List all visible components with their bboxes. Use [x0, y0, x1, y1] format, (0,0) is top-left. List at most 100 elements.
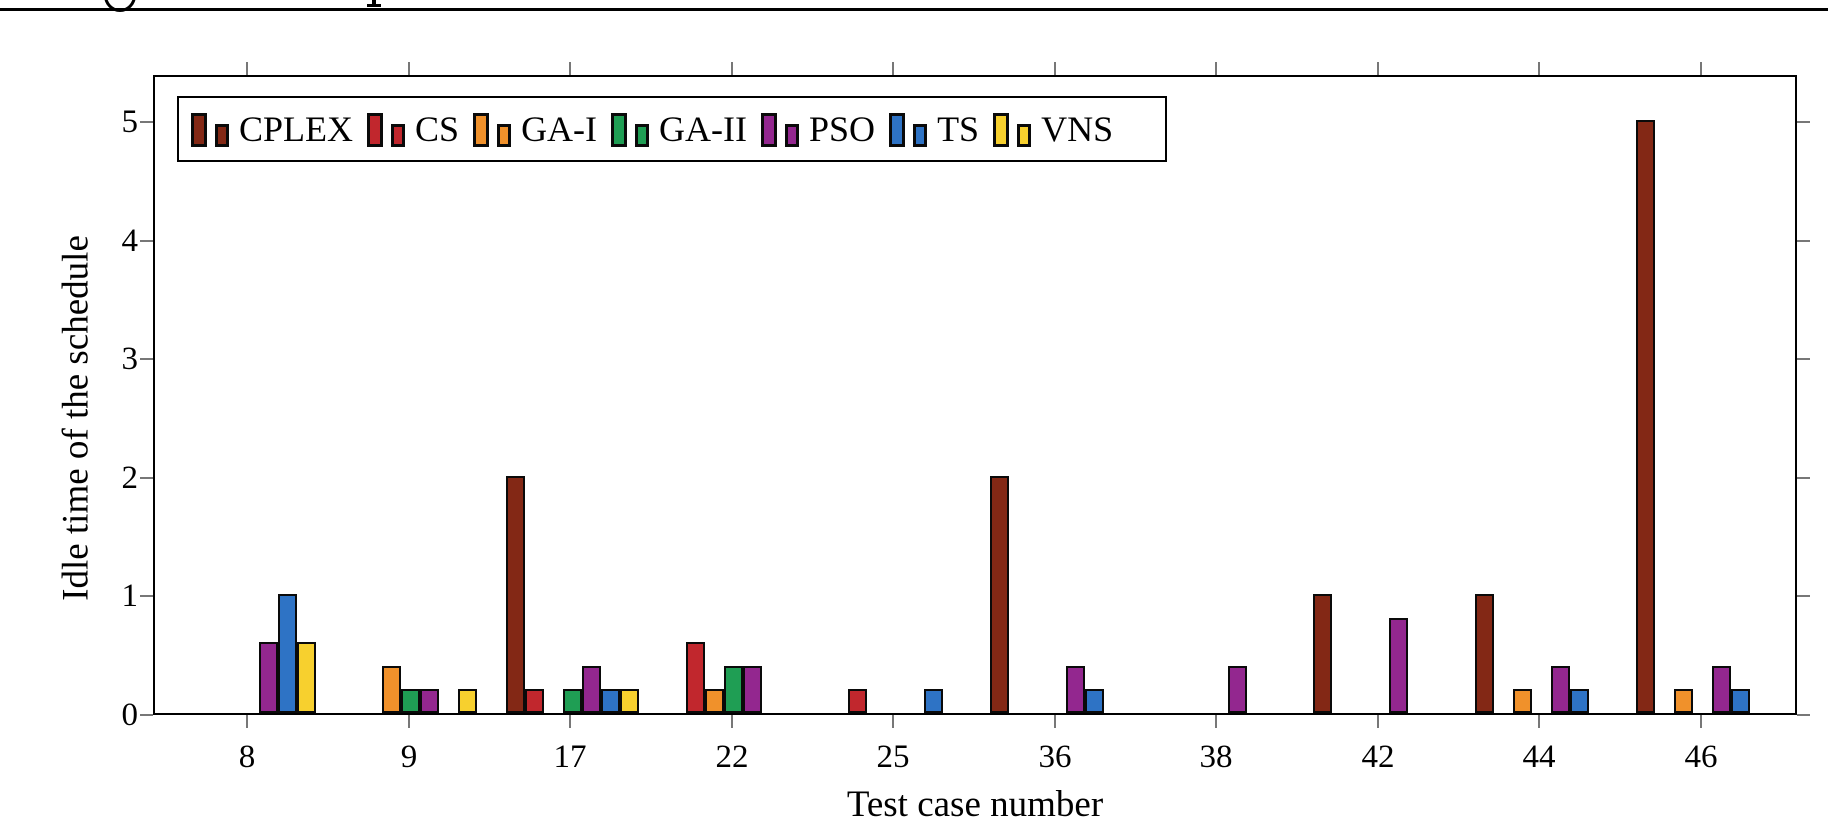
x-tick-label-9: 9	[400, 739, 418, 775]
y-tick-label-2: 2	[121, 460, 139, 496]
legend-label-CS: CS	[415, 109, 460, 149]
legend-item-PSO: PSO	[761, 111, 875, 147]
x-tick-top-36	[1054, 62, 1056, 75]
bar-CS-22	[686, 642, 705, 713]
x-tick-bottom-46	[1700, 715, 1702, 728]
legend-bar-icon	[391, 124, 406, 147]
x-tick-bottom-22	[731, 715, 733, 728]
bar-PSO-44	[1551, 666, 1570, 713]
legend-bar-icon	[761, 113, 778, 147]
legend-bar-icon	[1017, 124, 1032, 147]
x-tick-label-44: 44	[1522, 739, 1556, 775]
bar-PSO-38	[1228, 666, 1247, 713]
bar-CPLEX-17	[506, 476, 525, 713]
legend-swatch-GA-II	[611, 113, 650, 147]
x-tick-top-25	[892, 62, 894, 75]
x-axis-label: Test case number	[846, 784, 1104, 825]
legend-label-TS: TS	[937, 109, 980, 149]
bar-TS-46	[1731, 689, 1750, 713]
x-tick-bottom-36	[1054, 715, 1056, 728]
legend-label-VNS: VNS	[1041, 109, 1114, 149]
legend-bar-icon	[473, 113, 490, 147]
legend-label-PSO: PSO	[809, 109, 876, 149]
x-tick-bottom-25	[892, 715, 894, 728]
x-tick-bottom-8	[246, 715, 248, 728]
legend-label-CPLEX: CPLEX	[239, 109, 354, 149]
y-tick-right-4	[1797, 240, 1810, 242]
bar-CS-25	[848, 689, 867, 713]
legend-bar-icon	[497, 124, 512, 147]
x-tick-bottom-9	[408, 715, 410, 728]
legend-item-CPLEX: CPLEX	[191, 111, 353, 147]
bar-CPLEX-46	[1636, 120, 1655, 713]
bar-VNS-17	[620, 689, 639, 713]
x-tick-label-42: 42	[1361, 739, 1395, 775]
x-tick-top-44	[1538, 62, 1540, 75]
legend-bar-icon	[367, 113, 384, 147]
x-tick-label-22: 22	[715, 739, 749, 775]
legend-bar-icon	[611, 113, 628, 147]
legend-bar-icon	[913, 124, 928, 147]
bar-GA-I-46	[1674, 689, 1693, 713]
y-axis-label: Idle time of the schedule	[55, 235, 97, 601]
legend-swatch-CPLEX	[191, 113, 229, 147]
x-tick-top-9	[408, 62, 410, 75]
bar-CS-17	[525, 689, 544, 713]
y-tick-right-5	[1797, 121, 1810, 123]
y-tick-right-0	[1797, 714, 1810, 716]
bar-TS-36	[1085, 689, 1104, 713]
x-tick-label-36: 36	[1038, 739, 1072, 775]
bar-GA-I-22	[705, 689, 724, 713]
legend-swatch-VNS	[993, 113, 1032, 147]
bar-GA-II-22	[724, 666, 743, 713]
x-tick-bottom-17	[569, 715, 571, 728]
x-tick-top-42	[1377, 62, 1379, 75]
legend-bar-icon	[785, 124, 800, 147]
legend-item-VNS: VNS	[993, 111, 1113, 147]
x-tick-label-25: 25	[876, 739, 910, 775]
y-tick-left-5	[140, 121, 153, 123]
legend-swatch-GA-I	[473, 113, 512, 147]
y-tick-left-2	[140, 477, 153, 479]
legend-item-TS: TS	[889, 111, 979, 147]
bar-CPLEX-42	[1313, 594, 1332, 713]
legend-bar-icon	[993, 113, 1010, 147]
bar-PSO-42	[1389, 618, 1408, 713]
x-tick-bottom-44	[1538, 715, 1540, 728]
bar-GA-I-9	[382, 666, 401, 713]
legend-bar-icon	[191, 113, 207, 147]
x-tick-top-46	[1700, 62, 1702, 75]
bar-PSO-46	[1712, 666, 1731, 713]
bar-TS-8	[278, 594, 297, 713]
bar-VNS-8	[297, 642, 316, 713]
legend-bar-icon	[635, 124, 650, 147]
bar-VNS-9	[458, 689, 477, 713]
y-tick-right-1	[1797, 595, 1810, 597]
cutoff-text-descender-icon	[367, 4, 381, 7]
legend-bar-icon	[889, 113, 906, 147]
x-tick-label-38: 38	[1199, 739, 1233, 775]
bar-TS-17	[601, 689, 620, 713]
bar-GA-II-17	[563, 689, 582, 713]
bar-CPLEX-36	[990, 476, 1009, 713]
legend-item-GA-I: GA-I	[473, 111, 597, 147]
y-tick-label-4: 4	[121, 223, 139, 259]
y-tick-label-5: 5	[121, 104, 139, 140]
legend-label-GA-I: GA-I	[521, 109, 598, 149]
x-tick-top-8	[246, 62, 248, 75]
bar-GA-II-9	[401, 689, 420, 713]
x-tick-label-8: 8	[238, 739, 256, 775]
bar-TS-25	[924, 689, 943, 713]
x-tick-top-17	[569, 62, 571, 75]
y-tick-label-0: 0	[121, 697, 139, 733]
x-tick-label-46: 46	[1684, 739, 1718, 775]
horizontal-rule	[0, 8, 1828, 11]
y-tick-right-3	[1797, 358, 1810, 360]
x-tick-top-38	[1215, 62, 1217, 75]
legend-bar-icon	[215, 124, 229, 147]
bar-PSO-36	[1066, 666, 1085, 713]
legend-label-GA-II: GA-II	[659, 109, 748, 149]
y-tick-left-4	[140, 240, 153, 242]
